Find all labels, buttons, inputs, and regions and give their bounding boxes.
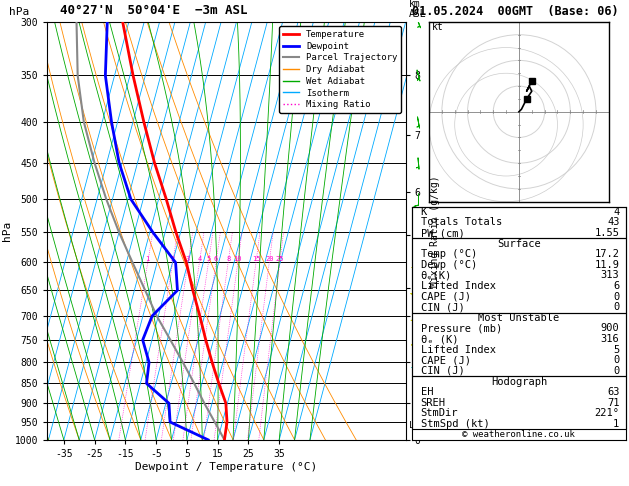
Text: 20: 20 — [265, 257, 274, 262]
Text: Hodograph: Hodograph — [491, 377, 547, 386]
Text: 01.05.2024  00GMT  (Base: 06): 01.05.2024 00GMT (Base: 06) — [412, 5, 618, 18]
Text: 1: 1 — [613, 419, 620, 429]
Text: 0: 0 — [613, 366, 620, 376]
Text: 5: 5 — [206, 257, 211, 262]
Text: 10: 10 — [233, 257, 242, 262]
Text: 8: 8 — [226, 257, 230, 262]
Text: Lifted Index: Lifted Index — [421, 281, 496, 291]
Text: hPa: hPa — [9, 7, 30, 17]
Text: 1.55: 1.55 — [594, 228, 620, 238]
Y-axis label: hPa: hPa — [2, 221, 12, 241]
Text: 900: 900 — [601, 324, 620, 333]
Text: θₑ (K): θₑ (K) — [421, 334, 458, 344]
Text: 63: 63 — [607, 387, 620, 397]
Text: 0: 0 — [613, 292, 620, 302]
Text: km
ASL: km ASL — [409, 0, 426, 19]
Text: 3: 3 — [186, 257, 190, 262]
Text: θₑ(K): θₑ(K) — [421, 271, 452, 280]
Text: Surface: Surface — [497, 239, 541, 249]
Text: CAPE (J): CAPE (J) — [421, 355, 470, 365]
Text: Lifted Index: Lifted Index — [421, 345, 496, 355]
Text: Dewp (°C): Dewp (°C) — [421, 260, 477, 270]
Text: 0: 0 — [613, 355, 620, 365]
Text: Mixing Ratio (g/kg): Mixing Ratio (g/kg) — [430, 175, 440, 287]
Text: 6: 6 — [613, 281, 620, 291]
Text: 2: 2 — [170, 257, 175, 262]
Text: Totals Totals: Totals Totals — [421, 217, 502, 227]
Text: 71: 71 — [607, 398, 620, 408]
Text: 221°: 221° — [594, 408, 620, 418]
Text: 0: 0 — [613, 302, 620, 312]
Text: 11.9: 11.9 — [594, 260, 620, 270]
Text: Most Unstable: Most Unstable — [478, 313, 560, 323]
Text: kt: kt — [431, 21, 443, 32]
Text: 40°27'N  50°04'E  −3m ASL: 40°27'N 50°04'E −3m ASL — [60, 4, 247, 17]
Text: 43: 43 — [607, 217, 620, 227]
Text: 4: 4 — [198, 257, 201, 262]
Text: PW (cm): PW (cm) — [421, 228, 464, 238]
Text: 15: 15 — [252, 257, 260, 262]
Text: CAPE (J): CAPE (J) — [421, 292, 470, 302]
Text: 4: 4 — [613, 207, 620, 217]
Legend: Temperature, Dewpoint, Parcel Trajectory, Dry Adiabat, Wet Adiabat, Isotherm, Mi: Temperature, Dewpoint, Parcel Trajectory… — [279, 26, 401, 113]
Text: © weatheronline.co.uk: © weatheronline.co.uk — [462, 430, 576, 439]
Text: 6: 6 — [214, 257, 218, 262]
Text: Pressure (mb): Pressure (mb) — [421, 324, 502, 333]
Text: EH: EH — [421, 387, 433, 397]
Text: 5: 5 — [613, 345, 620, 355]
Text: SREH: SREH — [421, 398, 445, 408]
Text: 313: 313 — [601, 271, 620, 280]
Text: 17.2: 17.2 — [594, 249, 620, 259]
Text: 1: 1 — [146, 257, 150, 262]
X-axis label: Dewpoint / Temperature (°C): Dewpoint / Temperature (°C) — [135, 462, 318, 471]
Text: 25: 25 — [276, 257, 284, 262]
Text: StmDir: StmDir — [421, 408, 458, 418]
Text: Temp (°C): Temp (°C) — [421, 249, 477, 259]
Text: CIN (J): CIN (J) — [421, 366, 464, 376]
Text: LCL: LCL — [409, 421, 425, 430]
Text: CIN (J): CIN (J) — [421, 302, 464, 312]
Text: K: K — [421, 207, 427, 217]
Text: 316: 316 — [601, 334, 620, 344]
Text: StmSpd (kt): StmSpd (kt) — [421, 419, 489, 429]
